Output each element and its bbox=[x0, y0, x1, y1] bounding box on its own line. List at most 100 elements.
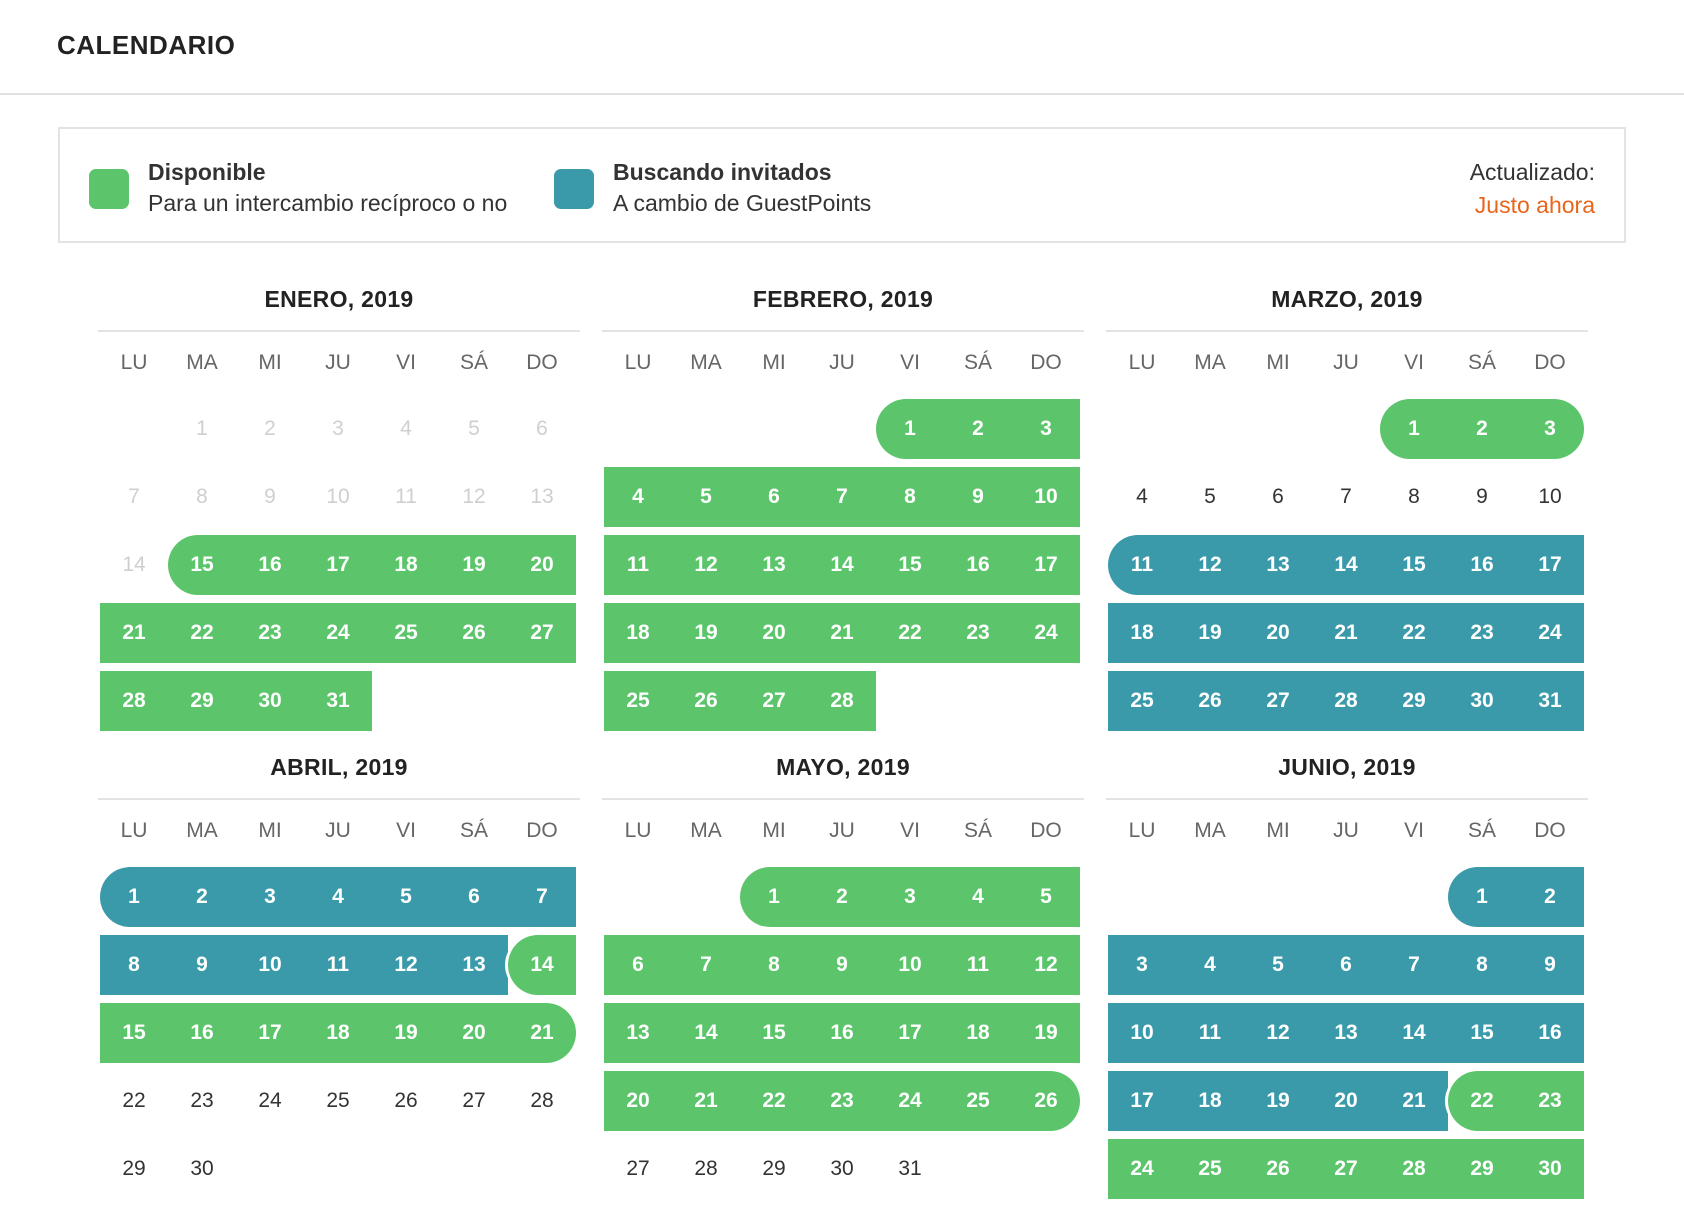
calendar-day[interactable]: 29 bbox=[1470, 1157, 1494, 1180]
calendar-day[interactable]: 10 bbox=[1034, 485, 1058, 508]
calendar-day[interactable]: 1 bbox=[196, 417, 208, 440]
calendar-day[interactable]: 26 bbox=[394, 1089, 418, 1112]
calendar-day[interactable]: 3 bbox=[904, 885, 916, 908]
calendar-day[interactable]: 2 bbox=[264, 417, 276, 440]
calendar-day[interactable]: 16 bbox=[1538, 1021, 1562, 1044]
calendar-day[interactable]: 18 bbox=[1198, 1089, 1222, 1112]
calendar-day[interactable]: 27 bbox=[1334, 1157, 1358, 1180]
calendar-day[interactable]: 7 bbox=[536, 885, 548, 908]
calendar-day[interactable]: 22 bbox=[898, 621, 922, 644]
calendar-day[interactable]: 25 bbox=[626, 689, 650, 712]
calendar-day[interactable]: 1 bbox=[128, 885, 140, 908]
calendar-day[interactable]: 1 bbox=[904, 417, 916, 440]
calendar-day[interactable]: 17 bbox=[258, 1021, 282, 1044]
calendar-day[interactable]: 30 bbox=[190, 1157, 214, 1180]
calendar-day[interactable]: 22 bbox=[190, 621, 214, 644]
calendar-day[interactable]: 18 bbox=[626, 621, 650, 644]
calendar-day[interactable]: 6 bbox=[468, 885, 480, 908]
calendar-day[interactable]: 24 bbox=[326, 621, 350, 644]
calendar-day[interactable]: 29 bbox=[122, 1157, 146, 1180]
calendar-day[interactable]: 7 bbox=[128, 485, 140, 508]
calendar-day[interactable]: 15 bbox=[190, 553, 214, 576]
calendar-day[interactable]: 23 bbox=[1538, 1089, 1562, 1112]
calendar-day[interactable]: 23 bbox=[1470, 621, 1494, 644]
calendar-day[interactable]: 2 bbox=[196, 885, 208, 908]
calendar-day[interactable]: 11 bbox=[1198, 1021, 1222, 1044]
calendar-day[interactable]: 11 bbox=[395, 485, 417, 508]
calendar-day[interactable]: 9 bbox=[972, 485, 984, 508]
calendar-day[interactable]: 6 bbox=[1340, 953, 1352, 976]
calendar-day[interactable]: 1 bbox=[1476, 885, 1488, 908]
calendar-day[interactable]: 7 bbox=[700, 953, 712, 976]
calendar-day[interactable]: 20 bbox=[1266, 621, 1290, 644]
calendar-day[interactable]: 11 bbox=[1130, 553, 1154, 576]
calendar-day[interactable]: 31 bbox=[326, 689, 350, 712]
calendar-day[interactable]: 11 bbox=[326, 953, 350, 976]
calendar-day[interactable]: 18 bbox=[394, 553, 418, 576]
calendar-day[interactable]: 14 bbox=[1402, 1021, 1426, 1044]
calendar-day[interactable]: 20 bbox=[1334, 1089, 1358, 1112]
calendar-day[interactable]: 18 bbox=[1130, 621, 1154, 644]
calendar-day[interactable]: 26 bbox=[462, 621, 486, 644]
calendar-day[interactable]: 17 bbox=[1538, 553, 1562, 576]
calendar-day[interactable]: 17 bbox=[1130, 1089, 1154, 1112]
calendar-day[interactable]: 25 bbox=[326, 1089, 350, 1112]
calendar-day[interactable]: 14 bbox=[694, 1021, 718, 1044]
calendar-day[interactable]: 19 bbox=[1266, 1089, 1290, 1112]
calendar-day[interactable]: 23 bbox=[258, 621, 282, 644]
calendar-day[interactable]: 26 bbox=[1266, 1157, 1290, 1180]
calendar-day[interactable]: 6 bbox=[768, 485, 780, 508]
calendar-day[interactable]: 29 bbox=[190, 689, 214, 712]
calendar-day[interactable]: 12 bbox=[1034, 953, 1058, 976]
calendar-day[interactable]: 23 bbox=[190, 1089, 214, 1112]
calendar-day[interactable]: 23 bbox=[830, 1089, 854, 1112]
calendar-day[interactable]: 7 bbox=[836, 485, 848, 508]
calendar-day[interactable]: 11 bbox=[966, 953, 990, 976]
calendar-day[interactable]: 25 bbox=[1130, 689, 1154, 712]
calendar-day[interactable]: 10 bbox=[258, 953, 282, 976]
calendar-day[interactable]: 26 bbox=[694, 689, 718, 712]
calendar-day[interactable]: 10 bbox=[1130, 1021, 1154, 1044]
calendar-day[interactable]: 21 bbox=[1402, 1089, 1426, 1112]
calendar-day[interactable]: 27 bbox=[1266, 689, 1290, 712]
calendar-day[interactable]: 15 bbox=[122, 1021, 146, 1044]
calendar-day[interactable]: 28 bbox=[122, 689, 146, 712]
calendar-day[interactable]: 15 bbox=[762, 1021, 786, 1044]
calendar-day[interactable]: 12 bbox=[394, 953, 418, 976]
calendar-day[interactable]: 16 bbox=[966, 553, 990, 576]
calendar-day[interactable]: 5 bbox=[700, 485, 712, 508]
calendar-day[interactable]: 3 bbox=[1040, 417, 1052, 440]
calendar-day[interactable]: 8 bbox=[768, 953, 780, 976]
calendar-day[interactable]: 5 bbox=[1204, 485, 1216, 508]
calendar-day[interactable]: 13 bbox=[462, 953, 486, 976]
calendar-day[interactable]: 7 bbox=[1340, 485, 1352, 508]
calendar-day[interactable]: 8 bbox=[1476, 953, 1488, 976]
calendar-day[interactable]: 13 bbox=[1334, 1021, 1358, 1044]
calendar-day[interactable]: 21 bbox=[122, 621, 146, 644]
calendar-day[interactable]: 18 bbox=[326, 1021, 350, 1044]
calendar-day[interactable]: 15 bbox=[1402, 553, 1426, 576]
calendar-day[interactable]: 25 bbox=[1198, 1157, 1222, 1180]
calendar-day[interactable]: 1 bbox=[1408, 417, 1420, 440]
calendar-day[interactable]: 23 bbox=[966, 621, 990, 644]
calendar-day[interactable]: 30 bbox=[258, 689, 282, 712]
calendar-day[interactable]: 19 bbox=[462, 553, 486, 576]
calendar-day[interactable]: 2 bbox=[1476, 417, 1488, 440]
calendar-day[interactable]: 3 bbox=[332, 417, 344, 440]
calendar-day[interactable]: 29 bbox=[762, 1157, 786, 1180]
calendar-day[interactable]: 3 bbox=[1544, 417, 1556, 440]
calendar-day[interactable]: 26 bbox=[1034, 1089, 1058, 1112]
calendar-day[interactable]: 14 bbox=[830, 553, 854, 576]
calendar-day[interactable]: 22 bbox=[1470, 1089, 1494, 1112]
calendar-day[interactable]: 13 bbox=[626, 1021, 650, 1044]
calendar-day[interactable]: 21 bbox=[830, 621, 854, 644]
calendar-day[interactable]: 3 bbox=[1136, 953, 1148, 976]
calendar-day[interactable]: 14 bbox=[122, 553, 146, 576]
calendar-day[interactable]: 28 bbox=[694, 1157, 718, 1180]
calendar-day[interactable]: 9 bbox=[196, 953, 208, 976]
calendar-day[interactable]: 1 bbox=[768, 885, 780, 908]
calendar-day[interactable]: 6 bbox=[1272, 485, 1284, 508]
calendar-day[interactable]: 22 bbox=[762, 1089, 786, 1112]
calendar-day[interactable]: 10 bbox=[898, 953, 922, 976]
calendar-day[interactable]: 9 bbox=[264, 485, 276, 508]
